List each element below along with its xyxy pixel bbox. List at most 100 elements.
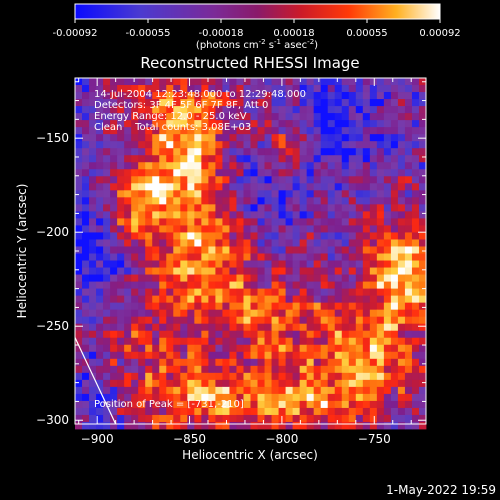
heatmap-cell [152, 421, 160, 430]
heatmap-cell [264, 253, 272, 261]
heatmap-cell [411, 295, 420, 304]
heatmap-cell [173, 288, 181, 297]
heatmap-cell [320, 141, 329, 149]
heatmap-cell [152, 162, 160, 170]
heatmap-cell [383, 106, 392, 114]
heatmap-cell [243, 218, 251, 226]
heatmap-cell [117, 183, 125, 191]
heatmap-cell [355, 309, 364, 318]
heatmap-cell [103, 386, 111, 395]
heatmap-cell [397, 113, 406, 121]
heatmap-cell [362, 246, 371, 254]
heatmap-cell [334, 386, 343, 395]
heatmap-cell [327, 204, 336, 212]
heatmap-cell [292, 260, 301, 268]
heatmap-cell [117, 120, 125, 128]
heatmap-cell [404, 316, 413, 325]
heatmap-cell [243, 386, 251, 395]
heatmap-cell [271, 260, 279, 268]
heatmap-cell [166, 323, 174, 332]
heatmap-cell [75, 246, 83, 254]
heatmap-cell [411, 85, 420, 93]
heatmap-cell [320, 365, 329, 374]
heatmap-cell [250, 330, 258, 339]
heatmap-cell [257, 120, 265, 128]
heatmap-cell [250, 218, 258, 226]
heatmap-cell [187, 288, 195, 297]
heatmap-cell [82, 351, 90, 360]
heatmap-cell [166, 204, 174, 212]
heatmap-cell [355, 288, 364, 297]
heatmap-cell [222, 323, 230, 332]
heatmap-cell [383, 120, 392, 128]
heatmap-cell [376, 267, 385, 275]
heatmap-cell [376, 344, 385, 353]
heatmap-cell [278, 309, 286, 318]
heatmap-cell [194, 281, 202, 289]
heatmap-cell [348, 183, 357, 191]
heatmap-cell [376, 190, 385, 198]
heatmap-cell [327, 127, 336, 135]
heatmap-cell [313, 106, 322, 114]
heatmap-cell [96, 141, 104, 149]
heatmap-cell [201, 232, 209, 240]
heatmap-cell [96, 85, 104, 93]
heatmap-cell [201, 155, 209, 163]
heatmap-cell [257, 127, 265, 135]
heatmap-cell [292, 414, 301, 423]
heatmap-cell [152, 134, 160, 142]
heatmap-cell [390, 218, 399, 226]
heatmap-cell [145, 358, 153, 367]
heatmap-cell [89, 162, 97, 170]
heatmap-cell [404, 386, 413, 395]
heatmap-cell [250, 253, 258, 261]
heatmap-cell [411, 162, 420, 170]
heatmap-cell [236, 393, 244, 402]
heatmap-cell [117, 211, 125, 219]
heatmap-cell [320, 197, 329, 205]
heatmap-cell [383, 295, 392, 304]
heatmap-cell [145, 78, 153, 86]
heatmap-cell [124, 365, 132, 374]
heatmap-cell [159, 120, 167, 128]
heatmap-cell [313, 365, 322, 374]
heatmap-cell [180, 281, 188, 289]
heatmap-cell [145, 134, 153, 142]
heatmap-cell [313, 358, 322, 367]
heatmap-cell [397, 302, 406, 311]
heatmap-cell [229, 197, 237, 205]
heatmap-cell [131, 127, 139, 135]
heatmap-cell [208, 260, 216, 268]
heatmap-cell [390, 155, 399, 163]
heatmap-cell [376, 176, 385, 184]
heatmap-cell [159, 197, 167, 205]
heatmap-cell [103, 85, 111, 93]
heatmap-cell [376, 127, 385, 135]
heatmap-cell [292, 197, 301, 205]
heatmap-cell [327, 386, 336, 395]
heatmap-cell [341, 288, 350, 297]
heatmap-cell [397, 232, 406, 240]
heatmap-cell [285, 302, 294, 311]
heatmap-cell [264, 148, 272, 156]
heatmap-cell [187, 190, 195, 198]
heatmap-cell [173, 155, 181, 163]
heatmap-cell [159, 309, 167, 318]
heatmap-cell [110, 330, 118, 339]
heatmap-cell [362, 302, 371, 311]
heatmap-cell [208, 232, 216, 240]
heatmap-cell [292, 351, 301, 360]
heatmap-cell [257, 190, 265, 198]
heatmap-cell [257, 169, 265, 177]
heatmap-cell [383, 302, 392, 311]
heatmap-cell [173, 253, 181, 261]
heatmap-cell [257, 421, 265, 430]
heatmap-cell [327, 239, 336, 247]
heatmap-cell [173, 239, 181, 247]
heatmap-cell [397, 358, 406, 367]
heatmap-cell [250, 267, 258, 275]
heatmap-cell [376, 197, 385, 205]
heatmap-cell [75, 288, 83, 297]
heatmap-cell [376, 281, 385, 289]
heatmap-cell [355, 120, 364, 128]
